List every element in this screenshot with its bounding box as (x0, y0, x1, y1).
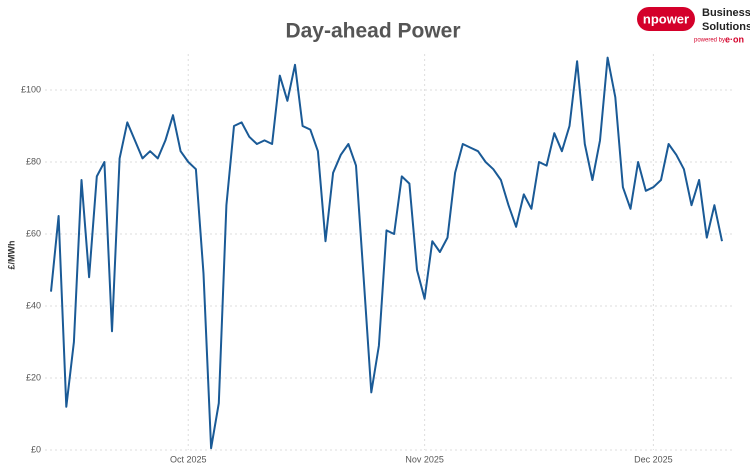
logo-powered: powered by (694, 38, 725, 44)
chart-title: Day-ahead Power (285, 20, 460, 43)
y-tick-label: £60 (26, 228, 41, 238)
y-tick-label: £40 (26, 300, 41, 310)
logo-brand: npower (643, 11, 689, 26)
logo-parent: e·on (725, 34, 744, 44)
data-line (50, 56, 723, 450)
y-tick-label: £80 (26, 156, 41, 166)
logo-text: Business (702, 7, 750, 19)
x-tick-label: Nov 2025 (405, 454, 444, 464)
y-tick-label: £20 (26, 372, 41, 382)
y-axis-label: £/MWh (6, 241, 16, 270)
logo-badge (637, 7, 695, 31)
y-tick-label: £100 (21, 84, 41, 94)
y-tick-label: £0 (31, 444, 41, 454)
x-tick-label: Dec 2025 (634, 454, 673, 464)
x-tick-label: Oct 2025 (170, 454, 207, 464)
logo-text: Solutions (702, 21, 750, 33)
logo: npower Business Solutions powered by e·o… (637, 7, 750, 44)
